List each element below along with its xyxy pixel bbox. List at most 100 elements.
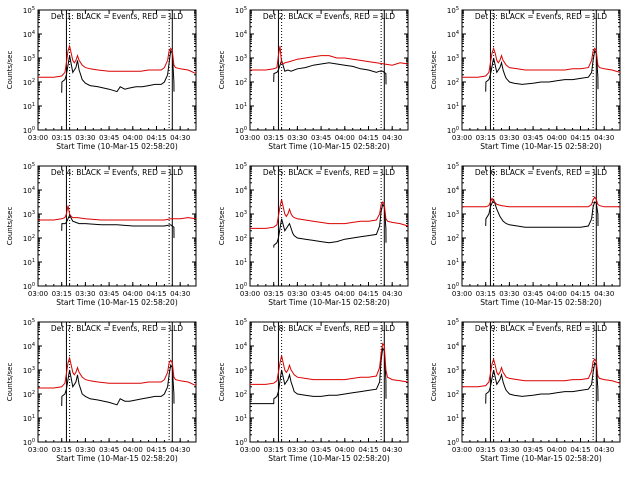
x-tick-label: 04:00 <box>123 446 143 454</box>
y-tick-label: 103 <box>447 54 459 63</box>
x-tick-label: 04:15 <box>570 134 590 142</box>
x-tick-label: 04:15 <box>146 446 166 454</box>
x-tick-label: 04:00 <box>335 446 355 454</box>
y-tick-label: 101 <box>23 258 35 267</box>
series-line-lld <box>462 46 621 78</box>
x-tick-label: 03:00 <box>28 290 48 298</box>
y-tick-label: 103 <box>447 210 459 219</box>
series-line-lld <box>250 342 409 385</box>
panel-det-1: 03:00 03:15 03:30 03:45 04:00 04:15 04:30 100 10… <box>6 6 197 151</box>
series-line-events <box>61 49 175 93</box>
x-tick-label: 04:15 <box>570 446 590 454</box>
series-line-events <box>250 347 387 405</box>
y-tick-label: 100 <box>235 282 247 291</box>
x-tick-label: 03:30 <box>75 446 95 454</box>
series-line-events <box>485 361 599 404</box>
y-tick-label: 102 <box>447 234 459 243</box>
x-tick-label: 03:15 <box>476 290 496 298</box>
y-tick-label: 104 <box>447 186 459 195</box>
x-tick-label: 03:30 <box>75 134 95 142</box>
panel-det-3: 03:00 03:15 03:30 03:45 04:00 04:15 04:30 100 10… <box>430 6 621 151</box>
x-tick-label: 04:15 <box>358 290 378 298</box>
panel-det-4: 03:00 03:15 03:30 03:45 04:00 04:15 04:30 100 10… <box>6 162 197 307</box>
x-tick-label: 03:45 <box>311 134 331 142</box>
x-tick-label: 03:15 <box>476 134 496 142</box>
y-tick-label: 105 <box>447 6 459 15</box>
y-tick-label: 100 <box>447 438 459 447</box>
x-tick-label: 04:15 <box>358 134 378 142</box>
x-tick-label: 03:15 <box>476 446 496 454</box>
panel-det-5: 03:00 03:15 03:30 03:45 04:00 04:15 04:30 100 10… <box>218 162 409 307</box>
y-tick-label: 102 <box>235 390 247 399</box>
series-line-events <box>61 363 175 407</box>
y-tick-label: 102 <box>23 78 35 87</box>
panel-title: Det 6: BLACK = Events, RED = LLD <box>475 168 607 177</box>
x-tick-label: 03:45 <box>523 290 543 298</box>
x-axis-label: Start Time (10-Mar-15 02:58:20) <box>56 142 178 151</box>
y-axis-label: Counts/sec <box>6 207 14 246</box>
series-line-lld <box>250 45 409 71</box>
x-tick-label: 03:00 <box>240 290 260 298</box>
series-line-lld <box>462 196 620 208</box>
y-tick-label: 100 <box>23 282 35 291</box>
y-tick-label: 105 <box>235 162 247 171</box>
x-tick-label: 03:45 <box>523 446 543 454</box>
series-line-lld <box>38 44 197 78</box>
y-tick-label: 101 <box>23 102 35 111</box>
y-tick-label: 102 <box>23 390 35 399</box>
y-tick-label: 100 <box>23 126 35 135</box>
y-tick-label: 103 <box>23 54 35 63</box>
series-line-lld <box>38 205 197 221</box>
panel-det-6: 03:00 03:15 03:30 03:45 04:00 04:15 04:30 100 10… <box>430 162 621 307</box>
x-tick-label: 04:30 <box>594 134 614 142</box>
y-tick-label: 101 <box>447 258 459 267</box>
y-tick-label: 104 <box>23 30 35 39</box>
x-tick-label: 03:00 <box>452 134 472 142</box>
y-tick-label: 104 <box>235 342 247 351</box>
y-tick-label: 102 <box>23 234 35 243</box>
series-line-events <box>485 198 599 228</box>
y-tick-label: 102 <box>447 390 459 399</box>
y-tick-label: 104 <box>23 342 35 351</box>
x-axis-label: Start Time (10-Mar-15 02:58:20) <box>480 298 602 307</box>
y-tick-label: 100 <box>235 126 247 135</box>
y-axis-label: Counts/sec <box>430 363 438 402</box>
panel-det-9: 03:00 03:15 03:30 03:45 04:00 04:15 04:30 100 10… <box>430 318 621 463</box>
x-tick-label: 04:30 <box>170 290 190 298</box>
y-tick-label: 105 <box>235 318 247 327</box>
x-tick-label: 04:30 <box>170 134 190 142</box>
y-tick-label: 105 <box>235 6 247 15</box>
y-tick-label: 101 <box>235 102 247 111</box>
x-tick-label: 03:15 <box>52 290 72 298</box>
y-tick-label: 103 <box>23 210 35 219</box>
panel-title: Det 9: BLACK = Events, RED = LLD <box>475 324 607 333</box>
x-axis-label: Start Time (10-Mar-15 02:58:20) <box>268 142 390 151</box>
x-axis-label: Start Time (10-Mar-15 02:58:20) <box>56 298 178 307</box>
panel-title: Det 4: BLACK = Events, RED = LLD <box>51 168 183 177</box>
y-axis-label: Counts/sec <box>430 51 438 90</box>
series-line-events <box>273 58 387 85</box>
panel-title: Det 2: BLACK = Events, RED = LLD <box>263 12 395 21</box>
y-tick-label: 101 <box>235 414 247 423</box>
panel-det-2: 03:00 03:15 03:30 03:45 04:00 04:15 04:30 100 10… <box>218 6 409 151</box>
y-tick-label: 100 <box>235 438 247 447</box>
y-tick-label: 102 <box>235 78 247 87</box>
y-axis-label: Counts/sec <box>6 363 14 402</box>
x-tick-label: 03:15 <box>264 290 284 298</box>
series-line-lld <box>462 357 621 388</box>
y-tick-label: 105 <box>23 318 35 327</box>
y-axis-label: Counts/sec <box>218 363 226 402</box>
x-tick-label: 03:30 <box>499 290 519 298</box>
x-tick-label: 04:30 <box>382 290 402 298</box>
x-axis-label: Start Time (10-Mar-15 02:58:20) <box>480 454 602 463</box>
panel-det-7: 03:00 03:15 03:30 03:45 04:00 04:15 04:30 100 10… <box>6 318 197 463</box>
y-tick-label: 105 <box>447 318 459 327</box>
x-tick-label: 04:15 <box>146 290 166 298</box>
x-tick-label: 04:30 <box>382 134 402 142</box>
x-tick-label: 04:00 <box>547 290 567 298</box>
y-tick-label: 101 <box>23 414 35 423</box>
x-tick-label: 04:00 <box>123 134 143 142</box>
x-axis-label: Start Time (10-Mar-15 02:58:20) <box>56 454 178 463</box>
x-tick-label: 04:15 <box>358 446 378 454</box>
x-tick-label: 04:15 <box>146 134 166 142</box>
